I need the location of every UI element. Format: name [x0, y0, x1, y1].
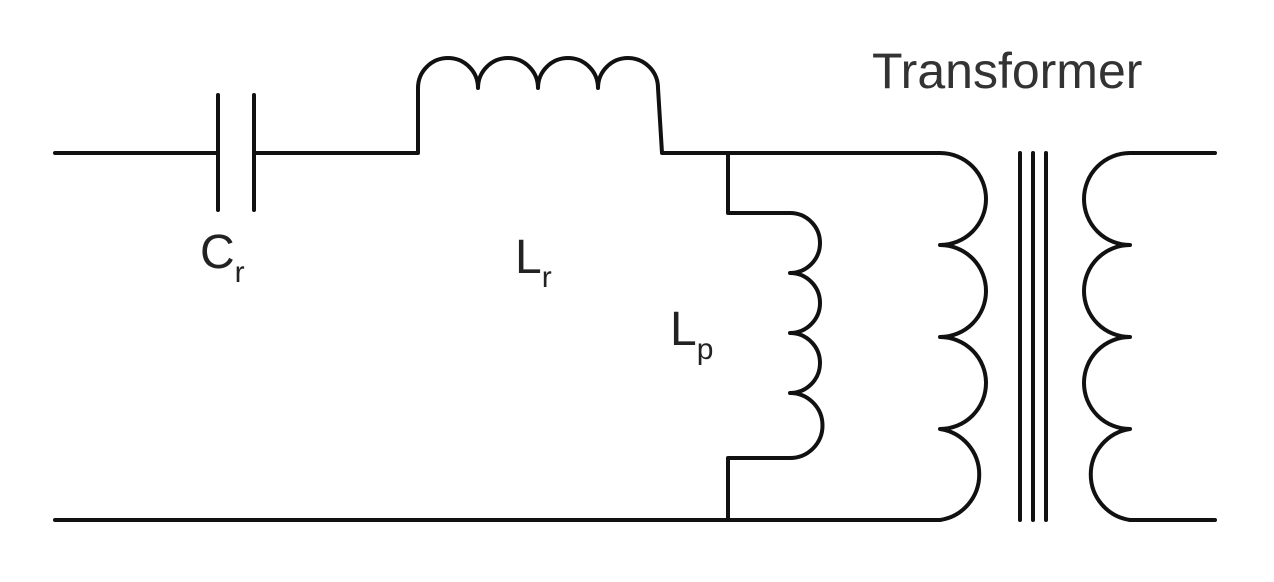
transformer-primary-coil — [938, 151, 988, 522]
capacitor-to-lr-wire — [252, 86, 420, 155]
parallel-inductor-label-subscript: p — [697, 333, 714, 366]
capacitor-label-subscript: r — [235, 256, 245, 289]
lr-to-node-wire — [656, 86, 942, 155]
parallel-inductor-lp — [788, 211, 825, 460]
transformer-core — [1018, 151, 1048, 522]
series-inductor-lr — [416, 56, 660, 90]
parallel-inductor-label: Lp — [670, 303, 713, 366]
capacitor-label: Cr — [200, 226, 245, 289]
series-inductor-label-subscript: r — [542, 261, 552, 294]
lp-bottom-lead — [726, 456, 792, 522]
capacitor-cr — [216, 93, 256, 212]
transformer-title: Transformer — [872, 43, 1142, 99]
transformer-secondary-coil — [1082, 151, 1132, 522]
series-inductor-label: Lr — [515, 231, 552, 294]
parallel-inductor-label-letter: L — [670, 303, 697, 356]
lp-top-lead — [726, 151, 792, 215]
series-inductor-label-letter: L — [515, 231, 542, 284]
capacitor-label-letter: C — [200, 226, 235, 279]
